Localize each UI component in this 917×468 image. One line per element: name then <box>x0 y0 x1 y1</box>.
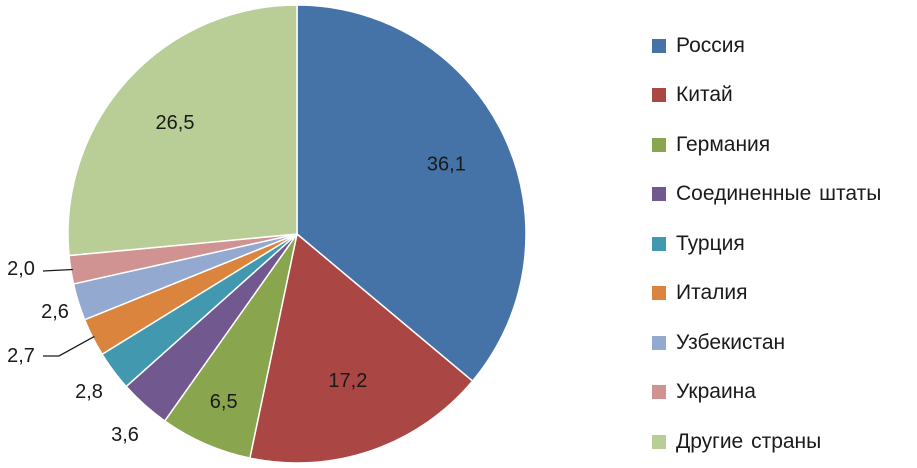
leader-line-ukraine <box>42 268 73 272</box>
legend-item-other: Другие страны <box>652 417 914 467</box>
legend-swatch <box>652 335 666 350</box>
data-label-russia: 36,1 <box>427 153 466 175</box>
legend-item-italy: Италия <box>652 269 914 319</box>
legend-item-usa: Соединенные штаты <box>652 170 914 220</box>
pie-slices <box>67 4 527 464</box>
legend-item-russia: Россия <box>652 21 914 71</box>
legend-label: Италия <box>676 281 748 305</box>
legend-item-china: Китай <box>652 71 914 121</box>
legend-label: Узбекистан <box>676 330 786 354</box>
data-label-germany: 6,5 <box>210 391 238 413</box>
pie-slice-other <box>67 4 298 257</box>
legend-label: Россия <box>676 33 745 57</box>
legend-label: Соединенные штаты <box>676 182 882 206</box>
legend-label: Украина <box>676 380 756 404</box>
legend-item-turkey: Турция <box>652 219 914 269</box>
legend-item-germany: Германия <box>652 120 914 170</box>
legend-label: Китай <box>676 83 733 107</box>
pie-slice-china <box>248 232 474 464</box>
data-label-ukraine: 2,0 <box>7 258 35 280</box>
data-labels: 36,1 17,2 6,5 3,6 2,8 2,7 2,6 2,0 26,5 <box>7 112 466 446</box>
legend-swatch <box>652 88 666 103</box>
data-label-turkey: 2,8 <box>75 381 103 403</box>
legend: Россия Китай Германия Соединенные штаты … <box>652 21 914 467</box>
legend-label: Германия <box>676 132 771 156</box>
legend-swatch <box>652 187 666 202</box>
data-label-other: 26,5 <box>156 112 195 134</box>
data-label-italy: 2,7 <box>7 345 35 367</box>
leader-line-italy <box>43 335 95 357</box>
legend-swatch <box>652 286 666 301</box>
legend-item-uzbekistan: Узбекистан <box>652 318 914 368</box>
leader-lines <box>42 268 95 357</box>
legend-swatch <box>652 137 666 152</box>
legend-swatch <box>652 236 666 251</box>
pie-slice-russia <box>296 4 527 383</box>
legend-item-ukraine: Украина <box>652 368 914 418</box>
legend-swatch <box>652 385 666 400</box>
data-label-uzbekistan: 2,6 <box>41 301 69 323</box>
data-label-china: 17,2 <box>328 370 367 392</box>
legend-swatch <box>652 38 666 53</box>
data-label-usa: 3,6 <box>111 424 139 446</box>
legend-label: Турция <box>676 231 745 255</box>
legend-swatch <box>652 434 666 449</box>
legend-label: Другие страны <box>676 429 822 453</box>
